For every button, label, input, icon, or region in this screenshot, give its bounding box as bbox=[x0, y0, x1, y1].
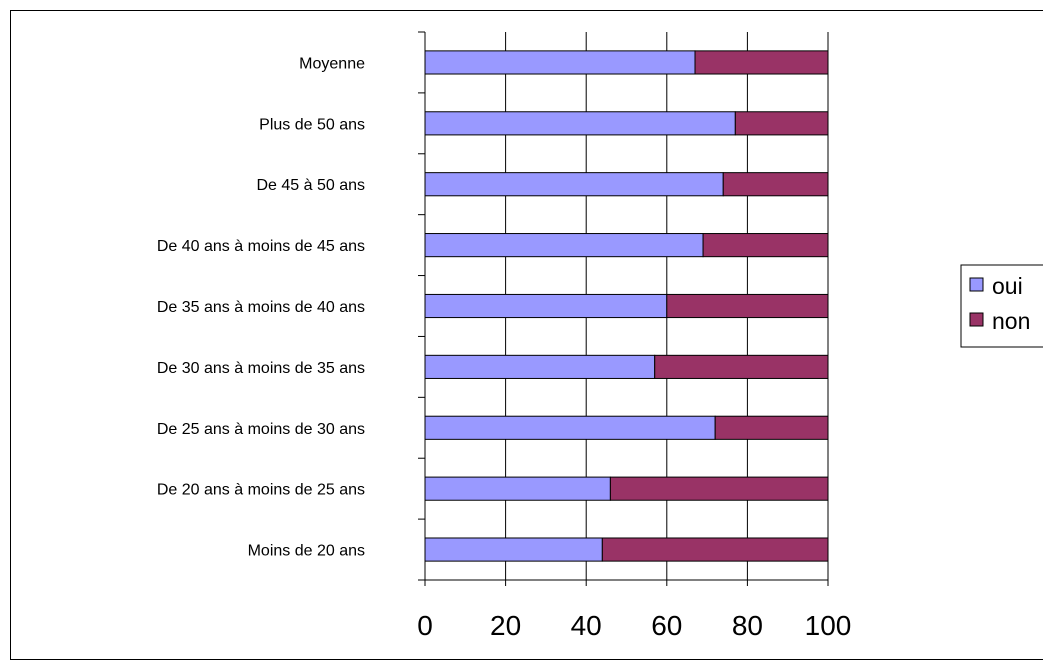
legend-swatch-oui bbox=[969, 277, 984, 292]
bar-non bbox=[714, 415, 829, 440]
category-label: De 25 ans à moins de 30 ans bbox=[157, 421, 365, 438]
bar-non bbox=[702, 233, 829, 258]
bar-oui bbox=[424, 415, 716, 440]
legend: oui non bbox=[960, 264, 1043, 348]
bar-oui bbox=[424, 354, 656, 379]
legend-label-oui: oui bbox=[992, 273, 1023, 299]
category-label: Plus de 50 ans bbox=[259, 116, 365, 133]
bar-non bbox=[654, 354, 829, 379]
legend-label-non: non bbox=[992, 308, 1030, 334]
category-label: De 40 ans à moins de 45 ans bbox=[157, 238, 365, 255]
bar-oui bbox=[424, 233, 704, 258]
category-labels: Moyenne Plus de 50 ans De 45 à 50 ans De 40… bbox=[157, 55, 365, 559]
bars bbox=[424, 50, 829, 562]
x-tick-labels: 0 20 40 60 80 100 bbox=[417, 610, 851, 641]
category-label: Moins de 20 ans bbox=[248, 543, 365, 560]
category-label: De 35 ans à moins de 40 ans bbox=[157, 299, 365, 316]
category-label: De 20 ans à moins de 25 ans bbox=[157, 482, 365, 499]
axes bbox=[418, 31, 829, 586]
bar-non bbox=[694, 50, 829, 75]
category-label: De 30 ans à moins de 35 ans bbox=[157, 360, 365, 377]
category-label: De 45 à 50 ans bbox=[256, 177, 365, 194]
x-tick-label: 0 bbox=[417, 610, 433, 641]
category-label: Moyenne bbox=[299, 55, 365, 72]
x-tick-label: 20 bbox=[490, 610, 521, 641]
bar-oui bbox=[424, 293, 668, 319]
bar-oui bbox=[424, 172, 724, 197]
bar-oui bbox=[424, 50, 696, 75]
bar-non bbox=[734, 111, 829, 136]
bar-non bbox=[722, 172, 829, 197]
bar-non bbox=[609, 476, 829, 501]
bar-non bbox=[666, 293, 829, 319]
x-tick-label: 100 bbox=[805, 610, 852, 641]
bar-oui bbox=[424, 476, 611, 501]
bar-oui bbox=[424, 111, 736, 136]
bar-non bbox=[601, 537, 829, 562]
x-tick-label: 80 bbox=[732, 610, 763, 641]
legend-swatch-non bbox=[969, 312, 984, 327]
x-tick-label: 60 bbox=[651, 610, 682, 641]
bar-oui bbox=[424, 537, 603, 562]
x-tick-label: 40 bbox=[571, 610, 602, 641]
